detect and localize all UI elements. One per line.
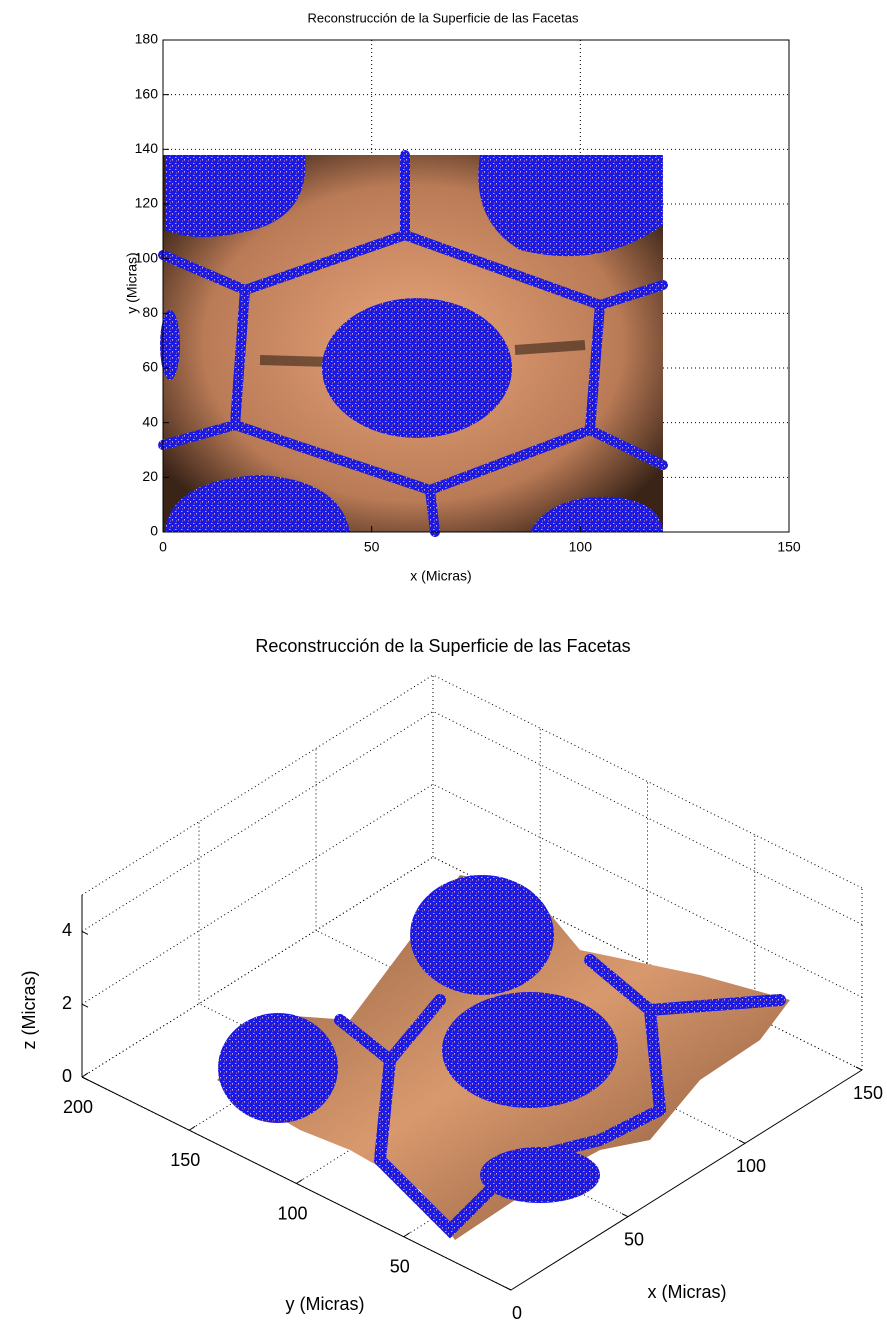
y-tick-label: 20 bbox=[142, 468, 158, 484]
figure: Reconstrucción de la Superficie de las F… bbox=[0, 0, 887, 1332]
x-tick-label: 0 bbox=[512, 1303, 522, 1323]
y-tick-label: 50 bbox=[390, 1257, 410, 1277]
x-tick-label: 50 bbox=[624, 1229, 644, 1249]
z-axis-label: z (Micras) bbox=[19, 971, 39, 1050]
x-tick-label: 150 bbox=[777, 539, 801, 555]
y-tick-label: 200 bbox=[63, 1097, 93, 1117]
x-axis-label: x (Micras) bbox=[648, 1282, 727, 1302]
y-tick-label: 40 bbox=[142, 413, 158, 429]
x-tick-label: 150 bbox=[853, 1083, 883, 1103]
y-tick-label: 150 bbox=[170, 1150, 200, 1170]
y-tick-label: 120 bbox=[135, 195, 159, 211]
x-tick-label: 50 bbox=[364, 539, 380, 555]
y-tick-label: 180 bbox=[135, 31, 159, 47]
z-tick-label: 0 bbox=[62, 1066, 72, 1086]
y-tick-label: 140 bbox=[135, 140, 159, 156]
x-tick-label: 0 bbox=[159, 539, 167, 555]
y-tick-label: 80 bbox=[142, 304, 158, 320]
chart-title: Reconstrucción de la Superficie de las F… bbox=[308, 10, 579, 25]
y-tick-label: 60 bbox=[142, 359, 158, 375]
y-axis-label: y (Micras) bbox=[286, 1294, 365, 1314]
y-tick-label: 0 bbox=[150, 523, 158, 539]
z-tick-label: 2 bbox=[62, 993, 72, 1013]
chart-title: Reconstrucción de la Superficie de las F… bbox=[255, 636, 630, 656]
y-tick-label: 160 bbox=[135, 85, 159, 101]
x-tick-label: 100 bbox=[736, 1156, 766, 1176]
surface-top-view bbox=[160, 155, 663, 532]
z-tick-label: 4 bbox=[62, 920, 72, 940]
x-tick-label: 100 bbox=[569, 539, 593, 555]
y-tick-label: 100 bbox=[135, 249, 159, 265]
x-axis-label: x (Micras) bbox=[410, 568, 471, 584]
y-tick-label: 100 bbox=[277, 1203, 307, 1223]
